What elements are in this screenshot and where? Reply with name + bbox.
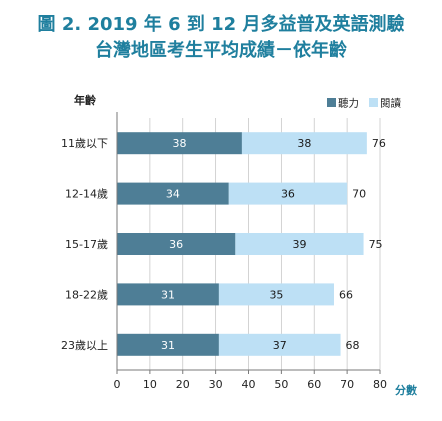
total-value-label: 70 bbox=[352, 188, 366, 201]
x-axis-ticks: 0 10 20 30 40 50 60 70 80 bbox=[114, 370, 387, 391]
y-axis-label: 年齡 bbox=[74, 93, 96, 107]
segment-value-label: 35 bbox=[269, 288, 283, 301]
category-labels: 11歲以下 12-14歲 15-17歲 18-22歲 23歲以上 bbox=[61, 136, 108, 352]
x-tick-label: 40 bbox=[242, 378, 256, 391]
bar-segment-reading bbox=[218, 333, 341, 356]
legend-label-reading: 閱讀 bbox=[380, 97, 401, 110]
bar-segment-reading bbox=[218, 283, 334, 306]
bar-segment-listening bbox=[117, 283, 219, 306]
segment-value-label: 39 bbox=[292, 238, 306, 251]
segment-value-label: 36 bbox=[169, 238, 183, 251]
bar-segment-reading bbox=[228, 182, 348, 205]
total-value-label: 68 bbox=[346, 339, 360, 352]
legend-swatch-reading bbox=[369, 98, 378, 107]
x-tick-label: 30 bbox=[209, 378, 223, 391]
legend: 聽力 閱讀 bbox=[327, 97, 401, 110]
segment-value-label: 38 bbox=[297, 137, 311, 150]
bar-segment-listening bbox=[117, 333, 219, 356]
segment-value-label: 38 bbox=[172, 137, 186, 150]
total-value-label: 76 bbox=[372, 137, 386, 150]
chart-subtitle: 台灣地區考生平均成績－依年齡 bbox=[95, 39, 347, 61]
total-value-label: 66 bbox=[339, 288, 353, 301]
segment-value-label: 34 bbox=[166, 188, 180, 201]
x-axis-label: 分數 bbox=[395, 383, 417, 397]
category-label: 11歲以下 bbox=[61, 136, 108, 150]
category-label: 15-17歲 bbox=[65, 237, 108, 251]
bar-segment-reading bbox=[241, 132, 367, 155]
x-tick-label: 70 bbox=[340, 378, 354, 391]
legend-label-listening: 聽力 bbox=[338, 97, 359, 110]
segment-value-label: 36 bbox=[281, 188, 295, 201]
x-tick-label: 20 bbox=[176, 378, 190, 391]
legend-swatch-listening bbox=[327, 98, 336, 107]
total-value-label: 75 bbox=[369, 238, 383, 251]
bars: 38 38 76 34 36 70 36 39 75 31 35 66 31 37 68 bbox=[117, 132, 386, 356]
x-tick-label: 50 bbox=[274, 378, 288, 391]
x-tick-label: 10 bbox=[143, 378, 157, 391]
segment-value-label: 37 bbox=[273, 339, 287, 352]
category-label: 23歲以上 bbox=[61, 338, 108, 352]
bar-segment-listening bbox=[117, 182, 229, 205]
chart-title: 圖 2. 2019 年 6 到 12 月多益普及英語測驗 bbox=[38, 13, 405, 35]
x-tick-label: 80 bbox=[373, 378, 387, 391]
segment-value-label: 31 bbox=[161, 339, 175, 352]
bar-segment-listening bbox=[117, 132, 242, 155]
x-tick-label: 0 bbox=[114, 378, 121, 391]
bar-segment-reading bbox=[235, 233, 364, 255]
segment-value-label: 31 bbox=[161, 288, 175, 301]
bar-segment-listening bbox=[117, 233, 236, 255]
category-label: 12-14歲 bbox=[65, 187, 108, 201]
category-label: 18-22歲 bbox=[65, 287, 108, 301]
x-tick-label: 60 bbox=[307, 378, 321, 391]
